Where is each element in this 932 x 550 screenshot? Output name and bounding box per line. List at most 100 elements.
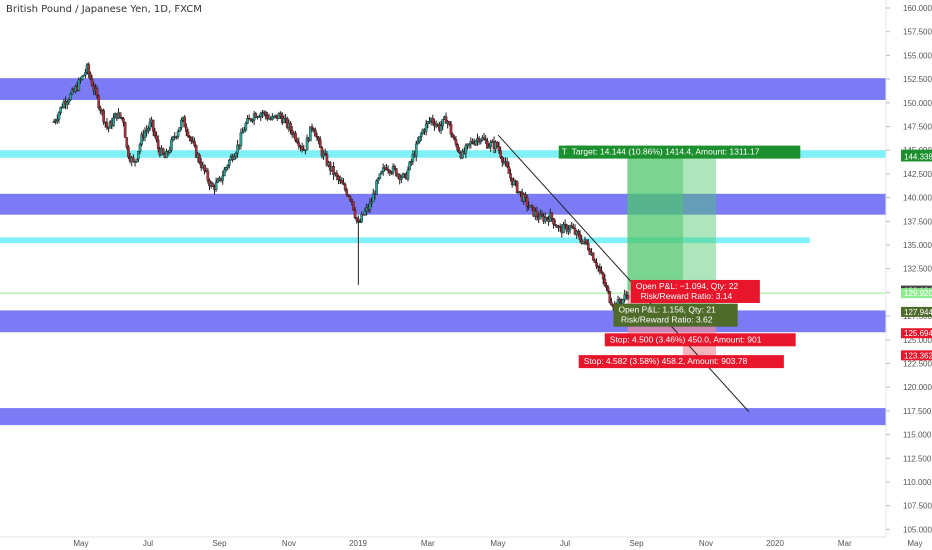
- position-label-text: Stop: 4.500 (3.46%) 450.0, Amount: 901: [610, 334, 762, 344]
- x-tick-label: Sep: [629, 539, 644, 548]
- y-tick-label: 112.500: [903, 454, 932, 463]
- candle-body: [228, 159, 231, 166]
- candle-body: [259, 113, 263, 117]
- candle-body: [363, 210, 367, 215]
- candle-body: [562, 224, 565, 234]
- candle-body: [535, 211, 539, 218]
- zone-band: [0, 150, 886, 158]
- candle-body: [290, 129, 294, 135]
- candle-body: [393, 166, 397, 169]
- candle-body: [84, 72, 87, 76]
- candle-body: [310, 126, 314, 130]
- candle-body: [294, 132, 297, 141]
- candle-body: [500, 157, 504, 163]
- candle-body: [391, 166, 395, 173]
- candle-body: [428, 120, 431, 123]
- candle-body: [335, 172, 339, 177]
- position-label-text: Stop: 4.582 (3.58%) 458.2, Amount: 903.7…: [584, 356, 748, 366]
- candle-body: [236, 144, 239, 154]
- candle-body: [125, 137, 129, 148]
- candle-body: [601, 272, 605, 280]
- candle-body: [82, 74, 86, 77]
- y-tick-label: 110.000: [903, 478, 932, 487]
- candle-body: [416, 141, 420, 145]
- candle-body: [92, 85, 95, 91]
- candle-body: [550, 212, 554, 219]
- price-tag-label: 125.694: [904, 329, 932, 338]
- candle-body: [132, 157, 135, 162]
- position-label-text: Target: 14.144 (10.86%) 1414.4, Amount: …: [572, 147, 760, 157]
- price-tag: [901, 328, 932, 339]
- candle-body: [360, 214, 363, 222]
- candle-body: [90, 78, 94, 87]
- candle-body: [452, 137, 456, 140]
- candle-body: [456, 144, 459, 151]
- candle-body: [375, 180, 378, 195]
- candle-body: [127, 147, 130, 158]
- candle-body: [355, 217, 359, 221]
- candle-body: [600, 270, 603, 274]
- candle-body: [57, 112, 61, 120]
- candle-body: [271, 116, 274, 120]
- candle-body: [386, 169, 390, 171]
- candle-body: [444, 116, 448, 124]
- candle-body: [87, 64, 91, 74]
- candle-body: [524, 194, 527, 198]
- candle-body: [325, 154, 329, 166]
- candle-body: [439, 125, 443, 131]
- candle-body: [461, 150, 464, 159]
- candle-body: [623, 294, 626, 300]
- y-tick-label: 132.500: [903, 265, 932, 274]
- candle-body: [451, 133, 454, 138]
- chart-title: British Pound / Japanese Yen, 1D, FXCM: [6, 4, 202, 15]
- candle-body: [499, 150, 502, 158]
- candle-body: [530, 205, 534, 208]
- candle-body: [120, 116, 124, 119]
- candle-body: [448, 121, 451, 125]
- position-label-text: Risk/Reward Ratio: 3.62: [621, 315, 713, 325]
- candle-body: [596, 265, 600, 268]
- candle-body: [441, 119, 445, 127]
- position-label-box: [604, 333, 796, 347]
- candle-body: [135, 158, 139, 163]
- candle-body: [323, 153, 327, 155]
- candle-body: [69, 93, 72, 101]
- candle-body: [487, 146, 491, 149]
- price-tag-label: 123.362: [904, 351, 932, 360]
- candle-body: [56, 118, 59, 122]
- candle-body: [582, 241, 585, 244]
- candle-body: [464, 145, 468, 154]
- candle-body: [353, 209, 357, 218]
- candle-body: [122, 118, 125, 123]
- x-tick-label: Mar: [421, 539, 435, 548]
- candle-body: [563, 224, 567, 226]
- x-tick-label: Jul: [143, 539, 153, 548]
- candle-body: [578, 234, 582, 241]
- candle-body: [424, 123, 428, 132]
- candle-body: [95, 88, 99, 97]
- candle-body: [514, 180, 517, 182]
- candle-body: [586, 243, 590, 250]
- candle-body: [340, 180, 344, 184]
- candle-body: [312, 128, 315, 131]
- candle-body: [319, 139, 322, 148]
- candle-body: [380, 171, 383, 175]
- candle-body: [543, 216, 547, 222]
- candle-body: [171, 136, 175, 141]
- candle-body: [224, 167, 228, 170]
- candle-body: [80, 75, 84, 80]
- candle-body: [67, 99, 71, 103]
- x-tick-label: 2020: [766, 539, 784, 548]
- candle-body: [214, 182, 218, 190]
- candle-body: [239, 132, 243, 146]
- candle-body: [176, 131, 180, 137]
- candle-body: [484, 139, 488, 142]
- candle-body: [482, 137, 486, 140]
- candles: [52, 62, 630, 313]
- candle-body: [512, 180, 516, 185]
- candle-body: [146, 128, 150, 131]
- candle-body: [183, 116, 186, 128]
- candle-body: [433, 122, 436, 127]
